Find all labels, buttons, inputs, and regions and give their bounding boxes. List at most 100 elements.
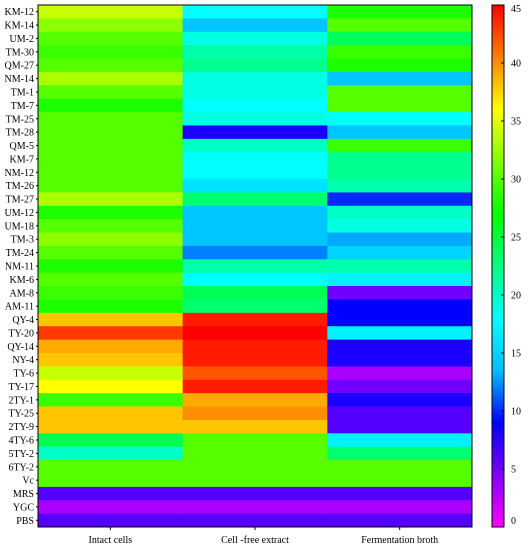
heatmap-cell — [327, 460, 473, 474]
heatmap-cell — [38, 179, 184, 193]
heatmap-cell — [182, 5, 328, 19]
row-label: UM-18 — [5, 221, 34, 232]
heatmap-cell — [182, 460, 328, 474]
heatmap-cell — [327, 45, 473, 60]
row-label: PBS — [16, 516, 34, 527]
heatmap-cell — [327, 433, 473, 448]
heatmap-cell — [38, 366, 184, 381]
row-label: QM-5 — [10, 141, 34, 152]
heatmap-cell — [182, 125, 328, 140]
heatmap-cell — [38, 486, 184, 501]
row-label: YGC — [13, 502, 34, 513]
heatmap-cell — [182, 58, 328, 73]
heatmap-cell — [182, 45, 328, 60]
colorbar-tick-label: 35 — [511, 117, 521, 128]
heatmap-cell — [38, 312, 184, 327]
row-label: TM-27 — [6, 195, 34, 206]
heatmap-cell — [327, 205, 473, 220]
heatmap-cell — [327, 85, 473, 100]
heatmap-cell — [327, 299, 473, 314]
heatmap-cell — [38, 205, 184, 220]
heatmap-cell — [38, 379, 184, 394]
column-labels: Intact cells Cell -free extract Fermentati… — [89, 527, 438, 546]
heatmap-cell — [327, 379, 473, 394]
colorbar-tick-label: 20 — [511, 291, 521, 302]
heatmap-cell — [327, 232, 473, 247]
heatmap-cell — [182, 513, 328, 528]
heatmap-cell — [327, 125, 473, 140]
heatmap-cell — [182, 85, 328, 100]
heatmap-cell — [38, 152, 184, 167]
heatmap-cell — [182, 500, 328, 515]
row-label: NM-12 — [5, 168, 34, 179]
heatmap-cell — [182, 31, 328, 46]
row-labels: KM-12 KM-14 UM-2 TM-30 QM-27 NM-14 TM-1 TM-7 TM-… — [5, 7, 38, 527]
heatmap-cell — [182, 353, 328, 367]
heatmap-cell — [38, 192, 184, 207]
heatmap-cell — [182, 245, 328, 260]
heatmap-cell — [182, 259, 328, 274]
heatmap-cell — [38, 326, 184, 341]
row-label: QY-14 — [7, 342, 34, 353]
heatmap-cell — [182, 419, 328, 434]
heatmap-cell — [182, 379, 328, 394]
heatmap-cell — [182, 219, 328, 234]
colorbar-tick-label: 45 — [511, 4, 521, 15]
heatmap-cell — [182, 112, 328, 126]
heatmap-cell — [38, 446, 184, 461]
heatmap-cell — [327, 406, 473, 421]
heatmap-cell — [38, 259, 184, 274]
heatmap-cell — [327, 473, 473, 488]
heatmap-cell — [38, 98, 184, 113]
heatmap-cell — [327, 486, 473, 501]
heatmap-cell — [182, 299, 328, 314]
heatmap-cell — [38, 500, 184, 515]
heatmap-cell — [327, 393, 473, 408]
row-label: KM-6 — [10, 275, 34, 286]
heatmap-cell — [327, 312, 473, 327]
row-label: QY-4 — [12, 315, 34, 326]
heatmap-cell — [182, 473, 328, 488]
colorbar-tick-label: 15 — [511, 349, 521, 360]
row-label: UM-12 — [5, 208, 34, 219]
heatmap-cell — [38, 419, 184, 434]
row-label: TM-7 — [11, 101, 34, 112]
heatmap-cell — [182, 192, 328, 207]
heatmap-cell — [38, 272, 184, 287]
heatmap-cell — [38, 473, 184, 488]
colorbar-ticks: 0 5 10 15 20 25 30 35 40 45 — [501, 4, 521, 528]
heatmap-cell — [327, 152, 473, 167]
row-label: 2TY-1 — [8, 395, 34, 406]
heatmap-cell — [327, 272, 473, 287]
heatmap-cell — [38, 112, 184, 126]
heatmap-cell — [182, 406, 328, 421]
row-label: Vc — [22, 476, 34, 487]
heatmap-cell — [38, 5, 184, 19]
heatmap-cell — [327, 58, 473, 73]
colorbar-tick-label: 5 — [511, 465, 516, 476]
heatmap-cell — [327, 339, 473, 354]
row-label: NM-14 — [5, 74, 34, 85]
heatmap-cell — [182, 366, 328, 381]
row-label: TM-30 — [6, 47, 34, 58]
heatmap-cell — [38, 165, 184, 180]
row-label: AM-11 — [5, 302, 34, 313]
heatmap-cell — [38, 45, 184, 60]
heatmap-cell — [182, 179, 328, 193]
row-label: KM-7 — [10, 154, 34, 165]
heatmap-cell — [182, 98, 328, 113]
heatmap-cell — [327, 500, 473, 515]
heatmap-cell — [38, 31, 184, 46]
heatmap-cell — [327, 513, 473, 528]
heatmap-cell — [327, 98, 473, 113]
heatmap-cell — [327, 31, 473, 46]
heatmap-cell — [327, 219, 473, 234]
heatmap-cell — [327, 286, 473, 300]
heatmap-cell — [38, 58, 184, 73]
row-label: TM-1 — [11, 88, 34, 99]
colorbar-tick-label: 25 — [511, 233, 521, 244]
heatmap-cell — [38, 138, 184, 153]
heatmap-cell — [182, 138, 328, 153]
row-label: TM-28 — [6, 128, 34, 139]
